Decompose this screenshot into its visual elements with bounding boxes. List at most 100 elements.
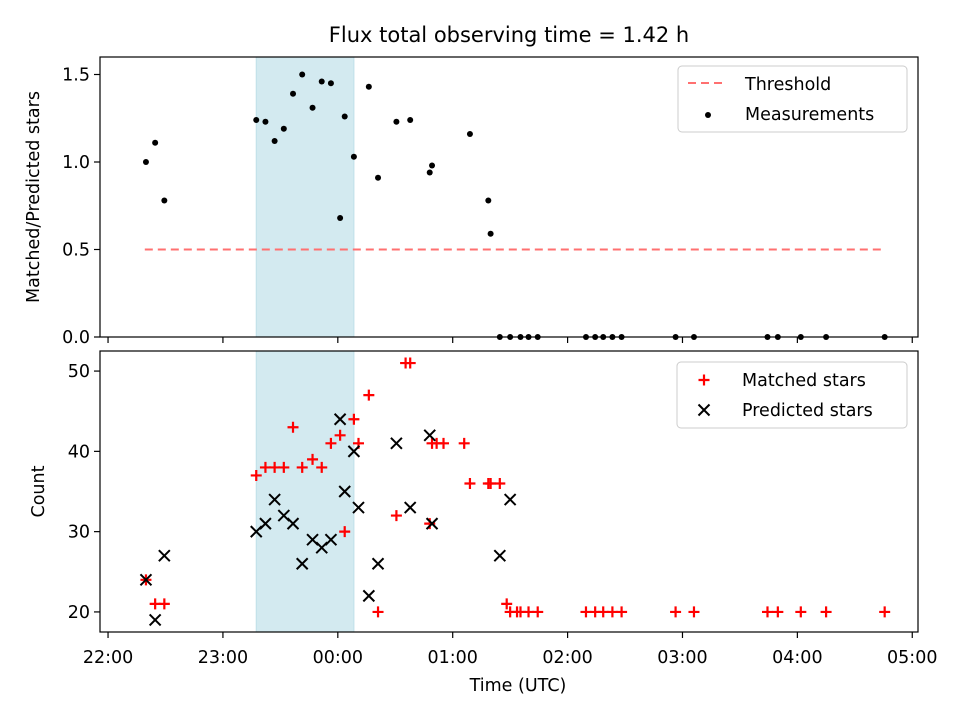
legend-matched-swatch — [698, 374, 710, 386]
predicted-star-marker — [286, 517, 300, 530]
matched-star-marker — [307, 453, 319, 465]
y-axis-label: Count — [29, 465, 49, 517]
time-span-highlight — [255, 56, 355, 338]
chart-title: Flux total observing time = 1.42 h — [329, 23, 689, 47]
matched-star-marker — [325, 437, 337, 449]
matched-star-marker — [149, 598, 161, 610]
predicted-star-marker — [268, 493, 281, 506]
predicted-star-marker — [259, 517, 272, 530]
predicted-star-marker — [423, 429, 436, 442]
time-span-highlight — [255, 350, 355, 633]
predicted-star-marker — [425, 517, 439, 530]
measurement-point — [299, 71, 306, 78]
predicted-star-marker — [390, 437, 403, 450]
measurement-point — [466, 131, 473, 137]
y-tick-label: 30 — [68, 523, 90, 543]
y-tick-label: 0.0 — [62, 328, 90, 348]
predicted-star-marker — [403, 501, 417, 514]
legend-box — [677, 65, 908, 133]
matched-star-marker — [820, 606, 832, 618]
measurement-point — [365, 83, 372, 90]
x-tick-label: 22:00 — [83, 648, 133, 668]
measurement-point — [429, 162, 436, 169]
matched-star-marker — [158, 598, 170, 610]
matched-star-marker — [458, 437, 470, 449]
predicted-star-marker — [338, 485, 351, 498]
matched-star-marker — [404, 357, 416, 369]
predicted-star-marker — [371, 557, 385, 570]
legend: Threshold Measurements — [677, 65, 908, 133]
legend-matched-label: Matched stars — [742, 371, 866, 391]
matched-star-marker — [494, 477, 506, 489]
matched-star-marker — [688, 606, 700, 618]
predicted-star-marker — [333, 413, 347, 426]
legend-threshold-label: Threshold — [744, 75, 831, 95]
y-tick-label: 1.0 — [62, 153, 90, 173]
matched-star-marker — [424, 518, 436, 530]
matched-star-marker — [597, 606, 609, 618]
y-tick-label: 1.5 — [62, 66, 90, 86]
matched-star-marker — [532, 606, 544, 618]
measurement-point — [262, 118, 269, 125]
matched-star-marker — [259, 461, 271, 473]
matched-star-marker — [287, 421, 299, 433]
measurement-point — [487, 230, 494, 237]
legend-predicted-swatch — [697, 403, 711, 417]
y-tick-label: 0.5 — [62, 241, 90, 261]
predicted-star-marker — [295, 557, 309, 570]
measurement-point — [280, 125, 287, 132]
measurement-point — [271, 138, 278, 144]
predicted-star-marker — [148, 613, 162, 627]
matched-star-marker — [296, 461, 308, 473]
measurement-point — [318, 78, 325, 85]
matched-star-marker — [616, 606, 628, 618]
x-tick-label: 01:00 — [427, 648, 477, 668]
predicted-star-marker — [503, 493, 517, 506]
x-tick-label: 23:00 — [198, 648, 248, 668]
y-tick-label: 40 — [68, 442, 90, 462]
x-axis-label: Time (UTC) — [469, 676, 567, 696]
ratio-panel: 0.0 0.5 1.0 1.5 Matched/Predicted stars Thres… — [24, 56, 919, 348]
measurement-point — [337, 215, 344, 221]
x-tick-label: 00:00 — [313, 648, 363, 668]
matched-star-marker — [390, 510, 402, 522]
predicted-star-marker — [347, 445, 361, 458]
matched-star-marker — [339, 526, 351, 538]
y-tick-label: 50 — [68, 362, 90, 382]
measurement-point — [309, 104, 316, 111]
measurement-point — [407, 117, 414, 123]
x-tick-label: 02:00 — [542, 648, 592, 668]
x-tick-label: 04:00 — [772, 648, 822, 668]
predicted-star-marker — [324, 533, 338, 546]
measurement-point — [152, 139, 159, 146]
matched-star-marker — [438, 437, 450, 449]
legend-predicted-label: Predicted stars — [742, 401, 873, 421]
measurement-point — [485, 197, 492, 204]
matched-star-marker — [606, 606, 618, 618]
legend-measurements-label: Measurements — [745, 105, 874, 125]
count-panel: 20 30 40 50 22:00 23:00 00:00 01:00 02:00 03:00 04… — [29, 350, 937, 696]
measurement-point — [161, 197, 168, 204]
measurement-point — [142, 159, 149, 165]
matched-star-marker — [523, 606, 535, 618]
x-tick-label: 03:00 — [657, 648, 707, 668]
measurement-point — [375, 174, 382, 181]
matched-star-marker — [250, 469, 262, 481]
predicted-star-marker — [493, 549, 507, 562]
legend-measurements-swatch — [705, 112, 711, 118]
measurement-point — [290, 90, 297, 97]
matched-star-marker — [580, 606, 592, 618]
matched-star-marker — [278, 461, 290, 473]
matched-star-marker — [464, 477, 476, 489]
legend: Matched stars Predicted stars — [676, 361, 908, 429]
measurement-point — [350, 153, 357, 160]
matched-star-marker — [795, 606, 807, 618]
matched-star-marker — [485, 477, 497, 489]
measurement-point — [426, 169, 433, 176]
x-tick-label: 05:00 — [887, 648, 937, 668]
y-axis-label: Matched/Predicted stars — [24, 91, 44, 303]
matched-star-marker — [348, 413, 360, 425]
matched-star-marker — [316, 461, 328, 473]
predicted-star-marker — [158, 549, 171, 562]
matched-star-marker — [363, 389, 375, 401]
